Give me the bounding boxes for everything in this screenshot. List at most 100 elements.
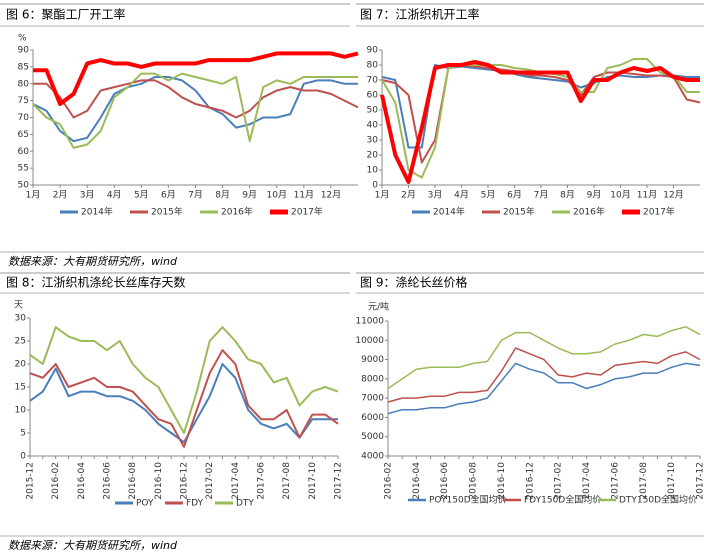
x-tick-label: 2016-02 <box>384 462 394 500</box>
series-line <box>29 326 339 434</box>
x-tick-label: 2月 <box>53 190 68 201</box>
x-tick-label: 2015-12 <box>26 462 36 500</box>
y-axis-label: 元/吨 <box>368 301 389 313</box>
legend-label: DTY150D全国均价 <box>619 494 697 506</box>
legend-label: 2014年 <box>81 206 113 218</box>
y-tick-label: 90 <box>367 46 379 56</box>
y-tick-label: 40 <box>367 121 379 131</box>
x-tick-label: 2016-10 <box>154 462 164 500</box>
y-tick-label: 11000 <box>355 317 384 327</box>
series-line <box>32 72 358 149</box>
legend-label: 2017年 <box>643 206 675 218</box>
y-tick-label: 15 <box>15 383 26 393</box>
x-tick-label: 12月 <box>321 190 341 201</box>
y-tick-label: 75 <box>18 96 29 106</box>
x-tick-label: 9月 <box>587 190 602 201</box>
x-tick-label: 2月 <box>401 190 416 201</box>
series-line <box>387 347 701 403</box>
legend-label: 2016年 <box>221 206 253 218</box>
legend-label: FDY150D全国均价 <box>524 494 601 506</box>
y-tick-label: 55 <box>18 164 29 174</box>
source-note: 数据来源：大有期货研究所，wind <box>8 539 178 552</box>
x-tick-label: 9月 <box>242 190 257 201</box>
series-line <box>381 64 700 149</box>
x-tick-label: 2017-10 <box>308 462 318 500</box>
legend-label: POY150D全国均价 <box>429 494 507 506</box>
x-tick-label: 5月 <box>134 190 149 201</box>
x-tick-label: 6月 <box>161 190 176 201</box>
series-line <box>380 60 700 184</box>
y-tick-label: 8000 <box>361 374 384 384</box>
x-tick-label: 2017-08 <box>282 462 292 500</box>
y-tick-label: 10 <box>367 166 379 176</box>
y-axis-label: 天 <box>14 301 23 311</box>
x-tick-label: 8月 <box>215 190 230 201</box>
y-tick-label: 0 <box>20 452 26 462</box>
y-tick-label: 20 <box>15 360 27 370</box>
y-tick-label: 30 <box>15 314 27 324</box>
x-tick-label: 5月 <box>481 190 496 201</box>
y-tick-label: 9000 <box>361 355 384 365</box>
y-tick-label: 90 <box>18 46 30 56</box>
legend-label: 2014年 <box>433 206 465 218</box>
x-tick-label: 2017-02 <box>205 462 215 500</box>
legend-label: FDY <box>186 499 204 509</box>
series-line <box>29 349 339 448</box>
legend-label: POY <box>136 499 154 509</box>
series-line <box>32 76 358 143</box>
y-axis-label: % <box>18 34 27 44</box>
x-tick-label: 2016-12 <box>525 462 535 500</box>
x-tick-label: 8月 <box>560 190 575 201</box>
x-tick-label: 2016-06 <box>103 462 113 500</box>
legend-label: 2015年 <box>151 206 183 218</box>
x-tick-label: 2016-02 <box>51 462 61 500</box>
x-tick-label: 2017-08 <box>639 462 649 500</box>
y-tick-label: 80 <box>18 79 30 89</box>
y-tick-label: 30 <box>367 136 379 146</box>
y-tick-label: 6000 <box>361 413 384 423</box>
chart-title: 图 6：聚酯工厂开工率 <box>6 7 125 22</box>
y-tick-label: 60 <box>18 147 30 157</box>
x-tick-label: 2017-02 <box>554 462 564 500</box>
x-tick-label: 11月 <box>637 190 657 201</box>
x-tick-label: 1月 <box>375 190 390 201</box>
x-tick-label: 2017-06 <box>257 462 267 500</box>
x-tick-label: 2017-10 <box>667 462 677 500</box>
x-tick-label: 2016-04 <box>77 462 87 500</box>
x-tick-label: 4月 <box>107 190 122 201</box>
y-tick-label: 10 <box>15 406 27 416</box>
series-line <box>33 79 359 119</box>
x-tick-label: 2016-08 <box>469 462 479 500</box>
x-tick-label: 2016-08 <box>128 462 138 500</box>
y-tick-label: 20 <box>367 151 379 161</box>
x-tick-label: 6月 <box>507 190 522 201</box>
x-tick-label: 4月 <box>454 190 469 201</box>
x-tick-label: 1月 <box>26 190 41 201</box>
x-tick-label: 2016-06 <box>440 462 450 500</box>
y-tick-label: 10000 <box>355 336 384 346</box>
y-tick-label: 7000 <box>361 394 384 404</box>
x-tick-label: 3月 <box>80 190 95 201</box>
y-tick-label: 65 <box>18 130 29 140</box>
y-tick-label: 0 <box>372 181 378 191</box>
series-line <box>29 363 338 444</box>
x-tick-label: 7月 <box>534 190 549 201</box>
series-line <box>381 64 701 164</box>
y-tick-label: 70 <box>367 76 379 86</box>
x-tick-label: 2017-12 <box>334 462 344 500</box>
chart-title: 图 9：涤纶长丝价格 <box>360 275 467 290</box>
y-tick-label: 50 <box>18 181 30 191</box>
y-tick-label: 60 <box>367 91 379 101</box>
y-tick-label: 80 <box>367 61 379 71</box>
x-tick-label: 12月 <box>663 190 683 201</box>
y-tick-label: 4000 <box>361 452 384 462</box>
series-line <box>33 51 359 106</box>
x-tick-label: 2016-12 <box>180 462 190 500</box>
x-tick-label: 2017-12 <box>696 462 704 500</box>
legend-label: DTY <box>236 499 254 509</box>
chart-title: 图 7：江浙织机开工率 <box>360 7 479 22</box>
series-line <box>387 326 701 390</box>
x-tick-label: 2016-04 <box>412 462 422 500</box>
y-tick-label: 85 <box>18 62 29 72</box>
